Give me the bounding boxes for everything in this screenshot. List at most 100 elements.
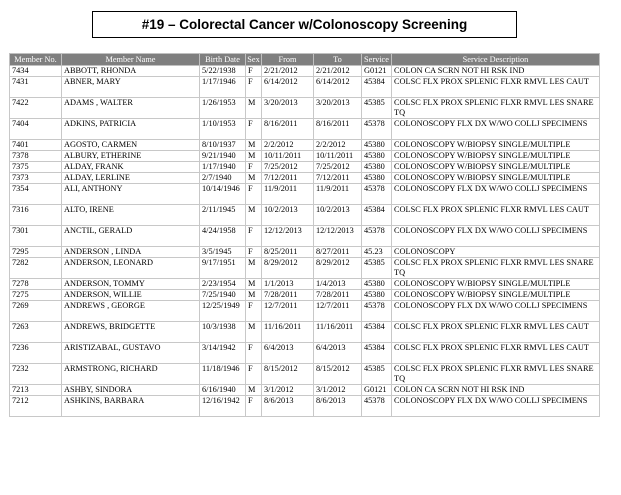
table-row: 7212 ASHKINS, BARBARA 12/16/1942 F 8/6/2013 8… (9, 395, 600, 417)
table-row: 7404 ADKINS, PATRICIA 1/10/1953 F 8/16/2011 8… (9, 118, 600, 140)
table-row: 7282 ANDERSON, LEONARD 9/17/1951 M 8/29/2012… (9, 257, 600, 279)
table-header: Member No. Member Name Birth Date Sex From To… (9, 53, 600, 66)
sex-cell: F (245, 161, 262, 173)
service-code-cell: 45385 (361, 363, 392, 385)
to-date-cell: 8/6/2013 (313, 395, 362, 417)
to-date-cell: 8/16/2011 (313, 118, 362, 140)
table-row: 7434 ABBOTT, RHONDA 5/22/1938 F 2/21/2012 2/2… (9, 65, 600, 77)
member-no-cell: 7375 (9, 161, 62, 173)
from-date-cell: 11/9/2011 (261, 183, 314, 205)
service-code-cell: 45384 (361, 76, 392, 98)
report-title-box: #19 – Colorectal Cancer w/Colonoscopy Sc… (92, 11, 517, 38)
from-date-cell: 10/2/2013 (261, 204, 314, 226)
member-no-cell: 7422 (9, 97, 62, 119)
service-description-cell: COLONOSCOPY W/BIOPSY SINGLE/MULTIPLE (391, 139, 600, 151)
member-no-cell: 7269 (9, 300, 62, 322)
member-name-cell: AGOSTO, CARMEN (61, 139, 200, 151)
table-row: 7295 ANDERSON , LINDA 3/5/1945 F 8/25/2011 8/… (9, 246, 600, 258)
service-code-cell: 45.23 (361, 246, 392, 258)
to-date-cell: 10/2/2013 (313, 204, 362, 226)
member-no-cell: 7373 (9, 172, 62, 184)
to-date-cell: 2/2/2012 (313, 139, 362, 151)
member-no-cell: 7236 (9, 342, 62, 364)
sex-cell: M (245, 172, 262, 184)
to-date-cell: 2/21/2012 (313, 65, 362, 77)
member-name-cell: ALDAY, FRANK (61, 161, 200, 173)
member-no-cell: 7278 (9, 278, 62, 290)
birth-date-cell: 8/10/1937 (199, 139, 246, 151)
sex-cell: M (245, 150, 262, 162)
birth-date-header: Birth Date (199, 53, 246, 66)
member-name-cell: ARISTIZABAL, GUSTAVO (61, 342, 200, 364)
header-row: Member No. Member Name Birth Date Sex From To… (9, 53, 600, 66)
sex-cell: F (245, 118, 262, 140)
sex-cell: M (245, 139, 262, 151)
service-code-cell: 45380 (361, 139, 392, 151)
service-code-cell: 45380 (361, 150, 392, 162)
member-name-cell: ABBOTT, RHONDA (61, 65, 200, 77)
service-description-header: Service Description (391, 53, 600, 66)
member-no-cell: 7213 (9, 384, 62, 396)
member-name-cell: ANDERSON, WILLIE (61, 289, 200, 301)
service-description-cell: COLONOSCOPY W/BIOPSY SINGLE/MULTIPLE (391, 289, 600, 301)
member-name-header: Member Name (61, 53, 200, 66)
service-description-cell: COLSC FLX PROX SPLENIC FLXR RMVL LES CAU… (391, 321, 600, 343)
report-title: #19 – Colorectal Cancer w/Colonoscopy Sc… (141, 17, 468, 32)
member-no-cell: 7263 (9, 321, 62, 343)
member-name-cell: ANDREWS, BRIDGETTE (61, 321, 200, 343)
sex-cell: F (245, 395, 262, 417)
member-no-cell: 7378 (9, 150, 62, 162)
to-header: To (313, 53, 362, 66)
member-name-cell: ANCTIL, GERALD (61, 225, 200, 247)
birth-date-cell: 12/16/1942 (199, 395, 246, 417)
from-date-cell: 8/6/2013 (261, 395, 314, 417)
member-no-cell: 7212 (9, 395, 62, 417)
member-name-cell: ABNER, MARY (61, 76, 200, 98)
sex-cell: M (245, 204, 262, 226)
to-date-cell: 3/1/2012 (313, 384, 362, 396)
member-no-cell: 7295 (9, 246, 62, 258)
member-name-cell: ASHBY, SINDORA (61, 384, 200, 396)
table-row: 7275 ANDERSON, WILLIE 7/25/1940 M 7/28/2011 7… (9, 289, 600, 301)
service-description-cell: COLSC FLX PROX SPLENIC FLXR RMVL LES CAU… (391, 76, 600, 98)
service-code-cell: 45384 (361, 321, 392, 343)
from-date-cell: 3/1/2012 (261, 384, 314, 396)
service-code-cell: 45378 (361, 395, 392, 417)
sex-cell: F (245, 363, 262, 385)
service-code-cell: 45380 (361, 278, 392, 290)
from-date-cell: 7/12/2011 (261, 172, 314, 184)
from-date-cell: 8/15/2012 (261, 363, 314, 385)
service-code-cell: 45384 (361, 204, 392, 226)
member-name-cell: ANDREWS , GEORGE (61, 300, 200, 322)
birth-date-cell: 1/17/1946 (199, 76, 246, 98)
service-description-cell: COLSC FLX PROX SPLENIC FLXR RMVL LES SNA… (391, 97, 600, 119)
member-name-cell: ANDERSON, LEONARD (61, 257, 200, 279)
birth-date-cell: 1/26/1953 (199, 97, 246, 119)
birth-date-cell: 9/21/1940 (199, 150, 246, 162)
birth-date-cell: 1/17/1940 (199, 161, 246, 173)
to-date-cell: 10/11/2011 (313, 150, 362, 162)
to-date-cell: 11/9/2011 (313, 183, 362, 205)
member-no-cell: 7275 (9, 289, 62, 301)
to-date-cell: 12/12/2013 (313, 225, 362, 247)
sex-cell: F (245, 300, 262, 322)
member-name-cell: ADAMS , WALTER (61, 97, 200, 119)
service-code-cell: 45378 (361, 118, 392, 140)
service-code-cell: 45378 (361, 183, 392, 205)
sex-cell: F (245, 65, 262, 77)
from-date-cell: 2/2/2012 (261, 139, 314, 151)
from-date-cell: 6/4/2013 (261, 342, 314, 364)
sex-cell: M (245, 97, 262, 119)
birth-date-cell: 9/17/1951 (199, 257, 246, 279)
sex-cell: F (245, 342, 262, 364)
to-date-cell: 1/4/2013 (313, 278, 362, 290)
member-name-cell: ALBURY, ETHERINE (61, 150, 200, 162)
table-row: 7236 ARISTIZABAL, GUSTAVO 3/14/1942 F 6/4/20… (9, 342, 600, 364)
service-description-cell: COLSC FLX PROX SPLENIC FLXR RMVL LES CAU… (391, 204, 600, 226)
to-date-cell: 7/25/2012 (313, 161, 362, 173)
from-date-cell: 10/11/2011 (261, 150, 314, 162)
member-no-cell: 7434 (9, 65, 62, 77)
birth-date-cell: 3/5/1945 (199, 246, 246, 258)
sex-cell: F (245, 246, 262, 258)
from-date-cell: 11/16/2011 (261, 321, 314, 343)
